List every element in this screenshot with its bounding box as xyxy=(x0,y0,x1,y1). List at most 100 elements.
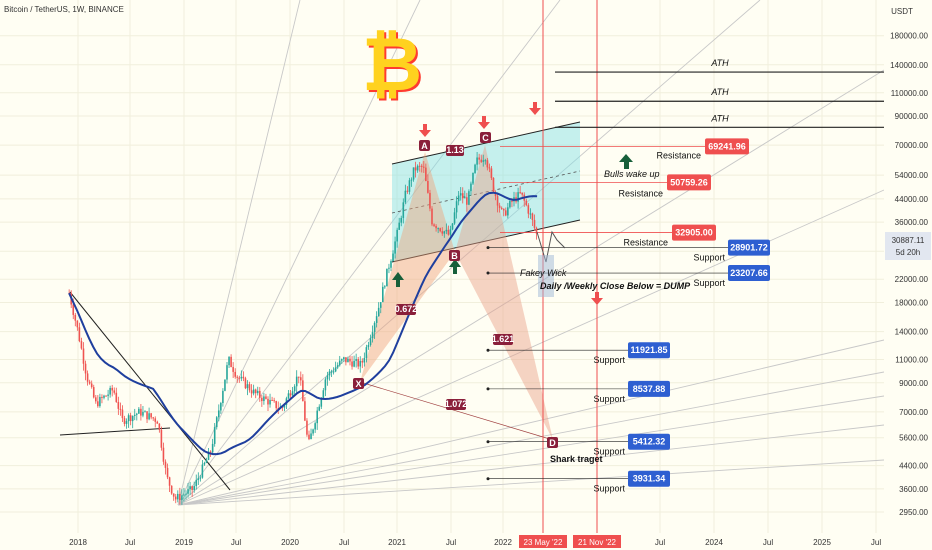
fan-line-0 xyxy=(177,0,301,506)
candle-body-134 xyxy=(343,357,345,360)
candle-body-78 xyxy=(228,356,230,366)
support-anchor-6 xyxy=(486,246,490,250)
time-tick-6: 2021 xyxy=(388,538,406,547)
candle-body-193 xyxy=(463,197,466,199)
fan-line-8 xyxy=(177,395,885,506)
candle-body-200 xyxy=(478,157,480,160)
support-badge-6 xyxy=(728,239,770,256)
candle-body-8 xyxy=(84,363,87,374)
candle-body-94 xyxy=(261,397,263,402)
candle-body-75 xyxy=(222,390,224,404)
candle-body-57 xyxy=(185,493,187,495)
candle-body-166 xyxy=(408,180,411,192)
candle-body-9 xyxy=(86,373,89,382)
candle-body-74 xyxy=(220,403,222,411)
candle-body-195 xyxy=(468,191,470,205)
candle-body-48 xyxy=(166,467,169,478)
support-label-9: Support xyxy=(593,394,625,404)
svg-text:X: X xyxy=(355,379,361,389)
support-label-11: Support xyxy=(593,484,625,494)
candle-body-85 xyxy=(242,376,245,379)
svg-text:30887.11: 30887.11 xyxy=(892,236,925,245)
ath-label-2: ATH xyxy=(710,113,729,123)
resistance-price-3: 69241.96 xyxy=(708,141,746,151)
support-badge-7 xyxy=(728,265,770,282)
fib-label-0672: 0.672 xyxy=(395,304,417,315)
green-up-arrow-bulls xyxy=(619,154,633,169)
candle-body-171 xyxy=(418,165,421,167)
candle-body-165 xyxy=(406,190,409,192)
channel-mid-line xyxy=(391,170,581,214)
candle-body-4 xyxy=(76,320,79,328)
svg-text:1.13: 1.13 xyxy=(446,145,464,155)
current-price-badge: 30887.11 5d 20h xyxy=(885,232,931,260)
price-tick-16: 5600.00 xyxy=(899,434,928,443)
candle-body-44 xyxy=(158,423,161,430)
candle-body-188 xyxy=(453,212,456,224)
fan-line-6 xyxy=(177,339,885,506)
candle-body-32 xyxy=(133,414,136,416)
candle-body-219 xyxy=(517,192,519,202)
candle-body-27 xyxy=(123,418,126,424)
candle-body-136 xyxy=(347,358,349,363)
resistance-price-4: 50759.26 xyxy=(670,177,708,187)
candle-body-96 xyxy=(265,396,267,399)
candle-body-68 xyxy=(207,451,210,460)
candle-body-67 xyxy=(205,459,208,463)
candle-body-210 xyxy=(498,205,501,208)
candle-body-10 xyxy=(88,381,91,384)
candle-body-155 xyxy=(386,268,388,287)
candle-body-221 xyxy=(521,192,523,195)
price-tick-7: 44000.00 xyxy=(895,195,929,204)
candle-body-89 xyxy=(250,390,253,394)
time-axis xyxy=(0,533,932,550)
candle-body-124 xyxy=(322,390,325,399)
support-label-10: Support xyxy=(593,447,625,457)
candle-body-126 xyxy=(326,375,329,380)
green-up-arrow-1 xyxy=(392,272,404,287)
support-price-11: 3931.34 xyxy=(633,474,666,484)
support-badge-8 xyxy=(628,342,670,359)
candle-body-65 xyxy=(201,464,204,478)
support-anchor-8 xyxy=(486,348,490,352)
fib-label-113: 1.13 xyxy=(446,145,464,156)
resistance-label-5: Resistance xyxy=(623,238,668,248)
candle-body-201 xyxy=(480,159,482,162)
candle-body-72 xyxy=(215,417,218,428)
bitcoin-logo-icon: ₿ ₿ xyxy=(362,22,424,110)
time-tick-11: Jul xyxy=(655,538,665,547)
support-anchor-10 xyxy=(486,440,490,444)
price-unit: USDT xyxy=(891,7,913,16)
candle-body-12 xyxy=(92,387,95,398)
candle-body-13 xyxy=(94,397,97,402)
candle-body-206 xyxy=(490,168,493,178)
channel-bottom-line xyxy=(391,219,581,263)
candle-body-93 xyxy=(258,390,261,398)
resistance-label-3: Resistance xyxy=(656,150,701,160)
time-tick-15: Jul xyxy=(871,538,881,547)
candle-body-105 xyxy=(283,404,286,408)
candle-body-129 xyxy=(332,371,335,373)
candle-body-55 xyxy=(181,495,183,501)
candle-body-110 xyxy=(293,386,296,392)
candle-body-223 xyxy=(525,200,528,206)
candle-body-20 xyxy=(109,387,111,395)
candle-body-205 xyxy=(488,167,491,169)
candle-body-204 xyxy=(486,160,489,168)
time-tick-4: 2020 xyxy=(281,538,299,547)
support-price-7: 23207.66 xyxy=(730,268,768,278)
candle-body-5 xyxy=(78,327,81,342)
fan-line-2 xyxy=(177,0,561,506)
candle-body-153 xyxy=(381,286,384,303)
pattern-point-c: C xyxy=(480,132,491,143)
candle-body-133 xyxy=(340,359,343,361)
candle-body-199 xyxy=(476,157,478,165)
candle-body-159 xyxy=(394,241,396,254)
fan-line-10 xyxy=(177,459,885,506)
candle-body-119 xyxy=(312,429,314,434)
red-down-arrow-C xyxy=(478,116,490,129)
support-price-10: 5412.32 xyxy=(633,437,666,447)
fib-label-1621: 1.621 xyxy=(492,334,514,345)
candle-body-162 xyxy=(400,217,403,223)
